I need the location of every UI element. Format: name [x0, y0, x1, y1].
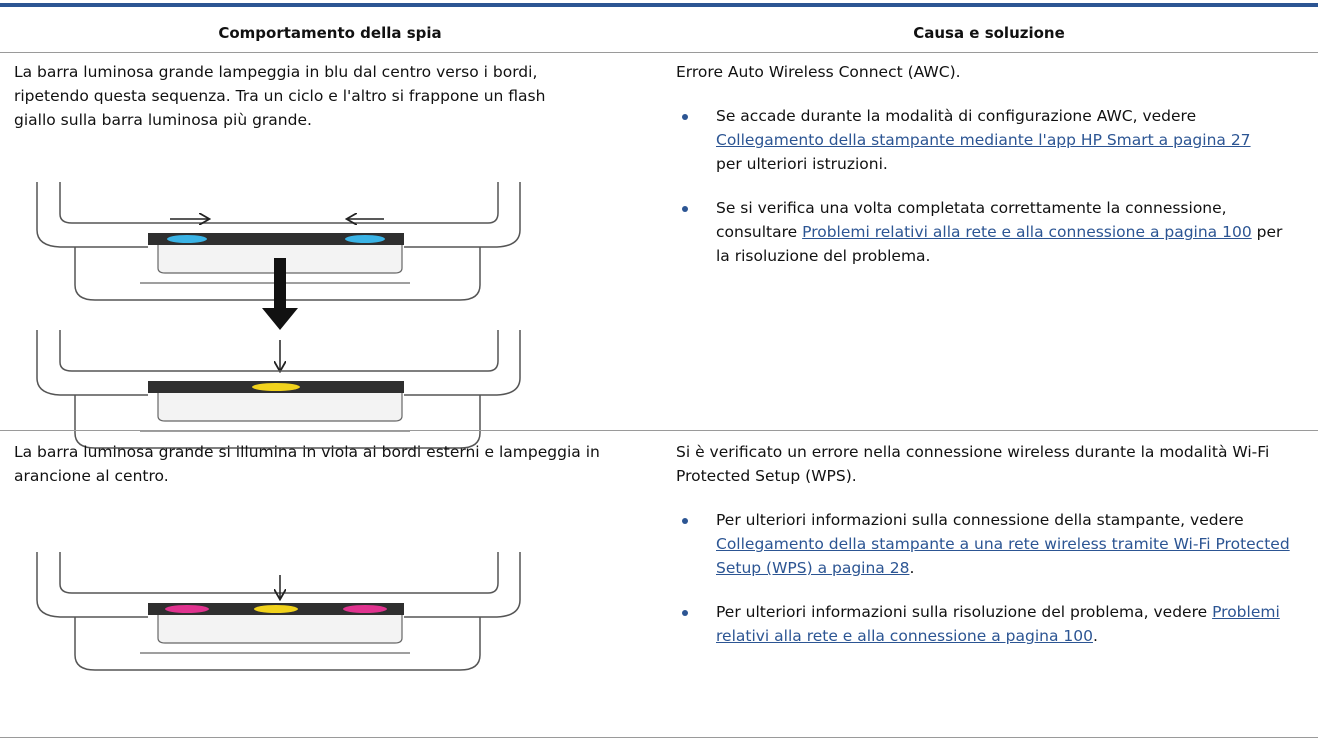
solution-text: .	[1092, 627, 1098, 645]
behavior-text: La barra luminosa grande lampeggia in bl…	[14, 63, 546, 129]
solution-text: Se accade durante la modalità di configu…	[716, 107, 1197, 125]
column-header: Causa e soluzione	[913, 24, 1065, 42]
solution-text: .	[909, 559, 915, 577]
behavior-text: La barra luminosa grande si illumina in …	[14, 443, 600, 485]
illustrations	[36, 181, 521, 671]
solution-text: Per ulteriori informazioni sulla risoluz…	[716, 603, 1208, 621]
column-header: Comportamento della spia	[218, 24, 442, 42]
solution-item: Per ulteriori informazioni sulla conness…	[676, 508, 1306, 580]
header-divider	[0, 52, 1318, 53]
link[interactable]: Problemi relativi alla rete e alla conne…	[716, 603, 1280, 645]
cause-cell: Si è verificato un errore nella connessi…	[676, 440, 1306, 668]
solution-text: Per ulteriori informazioni sulla conness…	[716, 511, 1244, 529]
solution-list: Per ulteriori informazioni sulla conness…	[676, 508, 1306, 648]
table-top-border	[0, 3, 1318, 7]
link[interactable]: Collegamento della stampante mediante l'…	[716, 131, 1251, 149]
cause-intro: Si è verificato un errore nella connessi…	[676, 443, 1270, 485]
solution-item: Se si verifica una volta completata corr…	[676, 196, 1296, 268]
cause-cell: Errore Auto Wireless Connect (AWC). Se a…	[676, 60, 1306, 288]
cause-intro: Errore Auto Wireless Connect (AWC).	[676, 63, 961, 81]
link[interactable]: Problemi relativi alla rete e alla conne…	[802, 223, 1252, 241]
solution-text: per ulteriori istruzioni.	[716, 155, 888, 173]
table-bottom-border	[0, 737, 1318, 738]
solution-item: Per ulteriori informazioni sulla risoluz…	[676, 600, 1306, 648]
solution-text: Se si verifica una volta completata corr…	[716, 199, 1227, 241]
illustration-awc	[36, 181, 521, 449]
solution-text: per la risoluzione del problema.	[716, 223, 1283, 265]
solution-list: Se accade durante la modalità di configu…	[676, 104, 1306, 268]
link[interactable]: Collegamento della stampante a una rete …	[716, 535, 1290, 577]
illustration-wps	[36, 551, 521, 671]
solution-item: Se accade durante la modalità di configu…	[676, 104, 1264, 176]
row-divider	[0, 430, 1318, 431]
